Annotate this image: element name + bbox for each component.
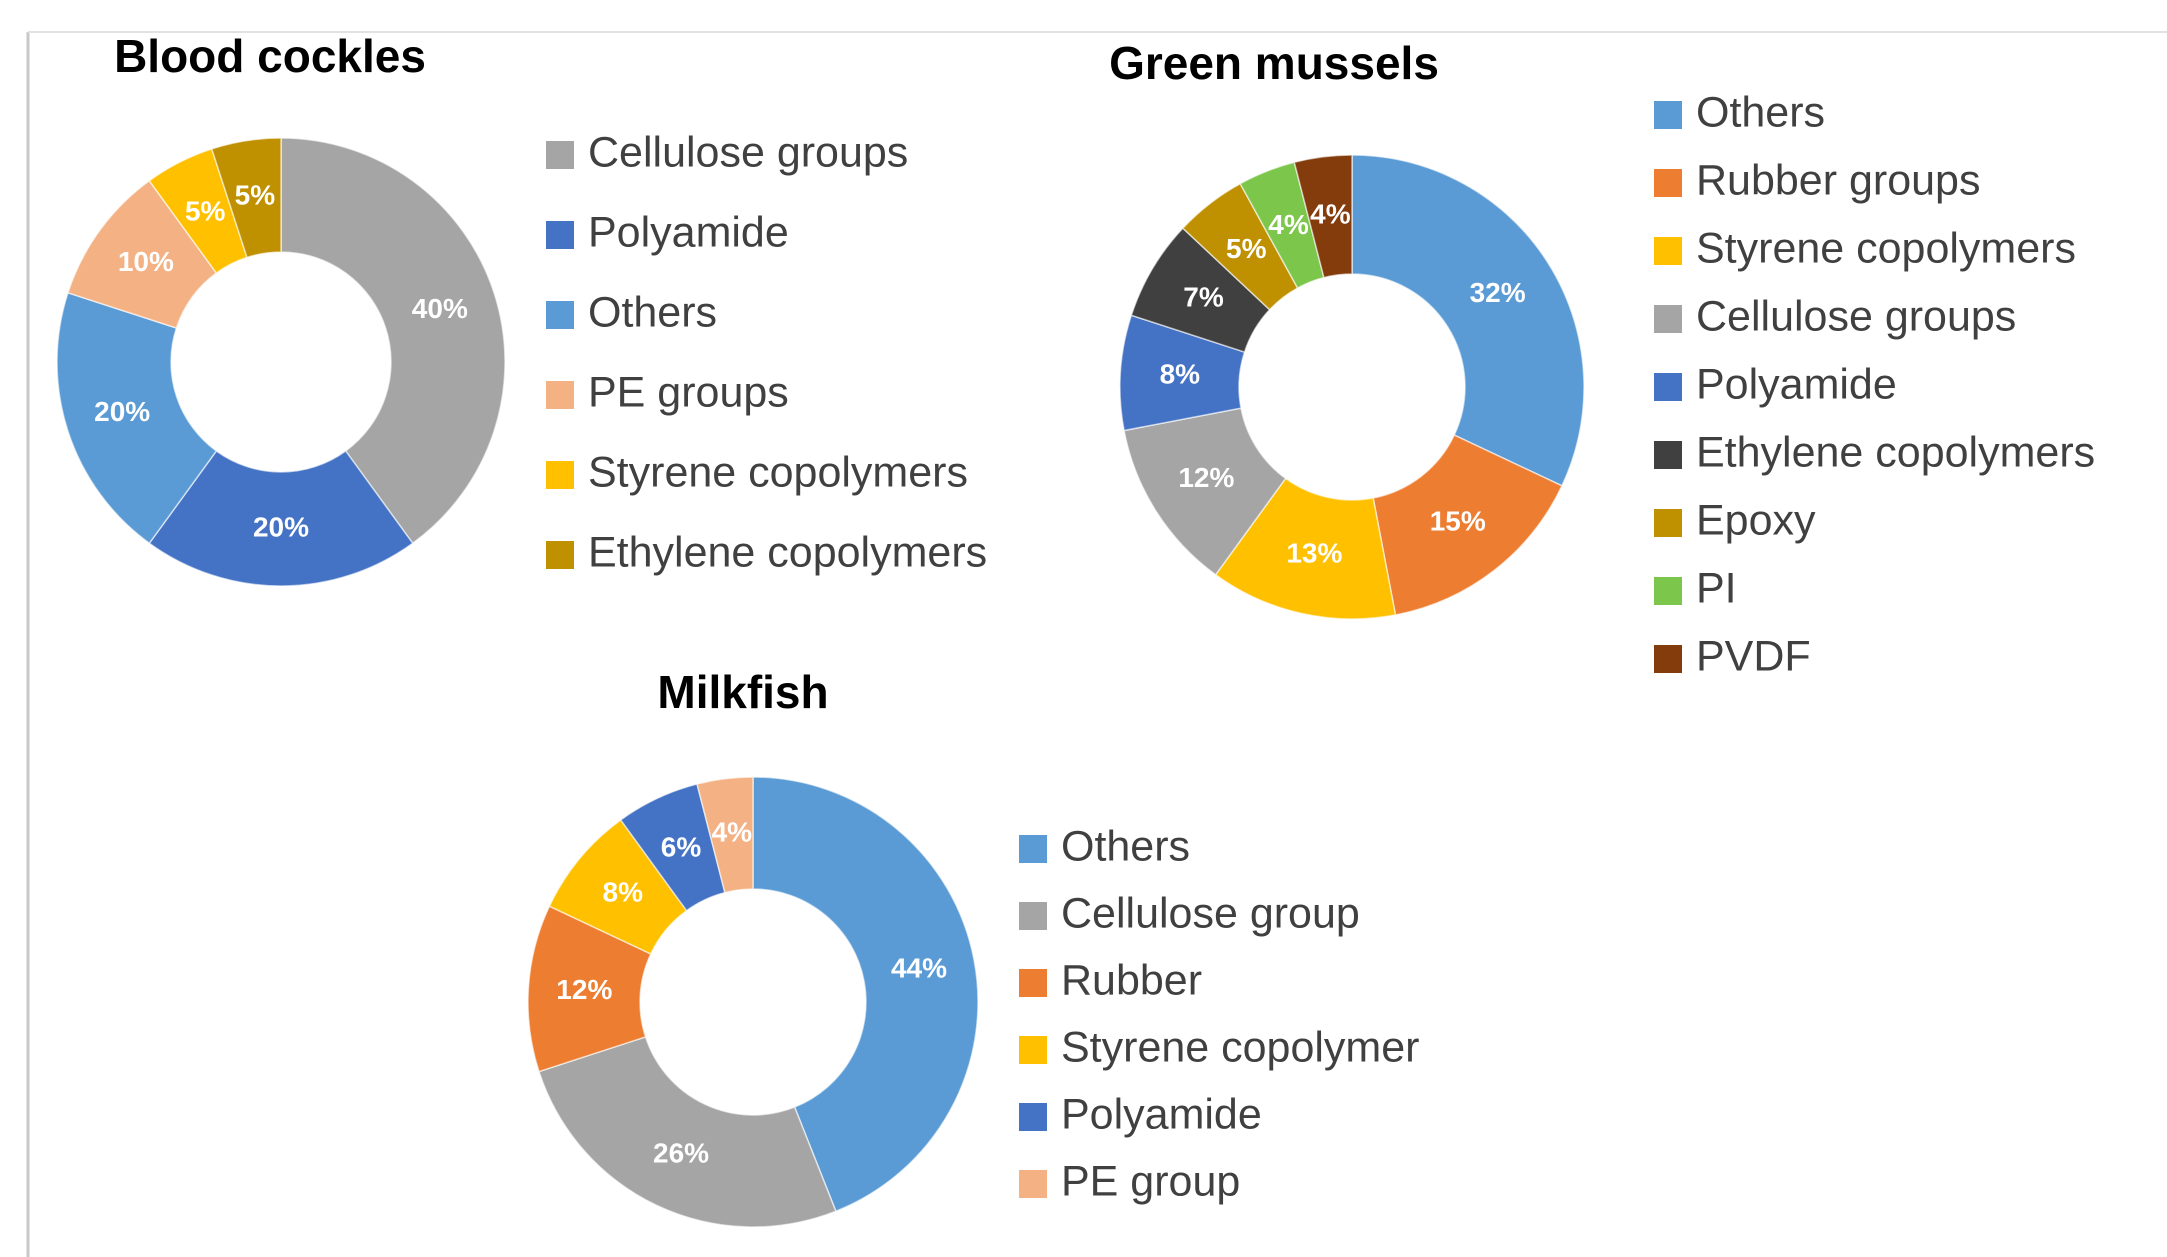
value-label: 8% [603,877,644,908]
chart-title: Green mussels [1109,37,1439,89]
legend-swatch [546,541,574,569]
legend-label: Styrene copolymers [588,448,968,496]
legend-swatch [1654,237,1682,265]
legend-swatch [546,381,574,409]
legend-label: Cellulose groups [1696,292,2016,340]
legend-swatch [1019,1036,1047,1064]
value-label: 40% [412,293,468,324]
legend-swatch [1019,1103,1047,1131]
value-label: 13% [1286,538,1342,569]
legend-swatch [1019,969,1047,997]
legend-swatch [546,221,574,249]
legend-label: Others [1696,88,1825,136]
legend-swatch [1654,577,1682,605]
donut-slice [56,291,218,545]
legend-label: Others [588,288,717,336]
value-label: 5% [235,179,276,210]
legend-swatch [1654,645,1682,673]
value-label: 26% [653,1137,709,1168]
donut-slice [280,137,506,545]
legend-label: Cellulose groups [588,128,908,176]
legend-swatch [546,141,574,169]
donut-slice [1351,154,1585,487]
legend-swatch [546,461,574,489]
donut-slice [752,776,979,1213]
value-label: 8% [1160,359,1201,390]
donut-slice [148,449,414,587]
legend-swatch [1654,441,1682,469]
value-label: 12% [1178,462,1234,493]
donut-slice [538,1035,837,1228]
legend-label: Polyamide [588,208,789,256]
legend-label: Polyamide [1061,1090,1262,1138]
value-label: 6% [661,831,702,862]
legend-swatch [1654,305,1682,333]
value-label: 4% [1310,198,1351,229]
legend-label: PI [1696,564,1737,612]
legend-label: Polyamide [1696,360,1897,408]
value-label: 10% [118,246,174,277]
value-label: 4% [712,817,753,848]
legend-label: Ethylene copolymers [1696,428,2095,476]
legend-label: Styrene copolymers [1696,224,2076,272]
legend-swatch [1019,902,1047,930]
value-label: 20% [253,511,309,542]
donut-slice [696,776,754,894]
value-label: 7% [1183,282,1224,313]
legend-swatch [546,301,574,329]
value-label: 32% [1470,277,1526,308]
legend-label: Epoxy [1696,496,1816,544]
value-label: 15% [1430,506,1486,537]
legend-swatch [1019,835,1047,863]
legend-label: PE group [1061,1157,1240,1205]
chart-title: Milkfish [657,666,828,718]
legend-label: PE groups [588,368,789,416]
legend-swatch [1654,373,1682,401]
legend-swatch [1654,101,1682,129]
legend-label: Rubber groups [1696,156,1980,204]
legend-swatch [1654,169,1682,197]
value-label: 5% [1226,233,1267,264]
donut-slice [210,137,282,259]
value-label: 5% [185,196,226,227]
chart-title: Blood cockles [114,30,426,82]
legend-label: Cellulose group [1061,889,1360,937]
value-label: 12% [556,974,612,1005]
donut-slice [1293,154,1353,279]
value-label: 4% [1268,209,1309,240]
legend-label: Ethylene copolymers [588,528,987,576]
legend-label: PVDF [1696,632,1811,680]
legend-swatch [1019,1170,1047,1198]
value-label: 20% [94,396,150,427]
legend-label: Styrene copolymer [1061,1023,1420,1071]
donut-slice [1372,434,1563,616]
legend-label: Rubber [1061,956,1202,1004]
value-label: 44% [891,953,947,984]
legend-swatch [1654,509,1682,537]
legend-label: Others [1061,822,1190,870]
